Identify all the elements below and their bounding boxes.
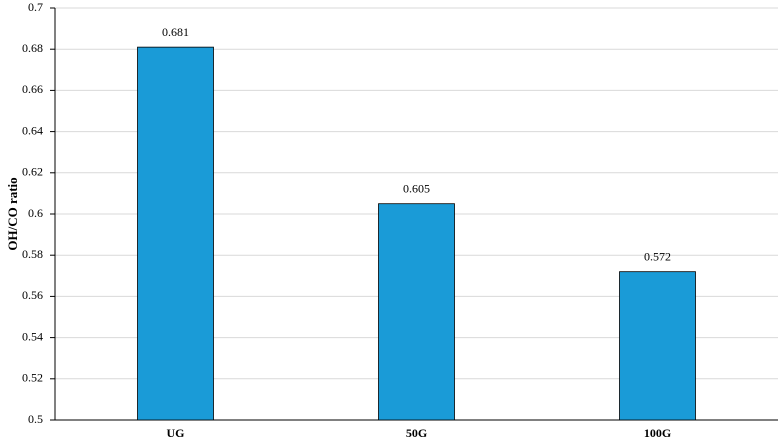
y-tick-label: 0.66 bbox=[22, 82, 43, 96]
x-tick-label: 50G bbox=[406, 426, 427, 440]
data-label: 0.681 bbox=[162, 25, 189, 39]
y-axis-label: OH/CO ratio bbox=[5, 177, 20, 250]
y-tick-label: 0.52 bbox=[22, 371, 43, 385]
data-label: 0.605 bbox=[403, 181, 430, 195]
y-tick-label: 0.6 bbox=[28, 206, 43, 220]
y-tick-label: 0.54 bbox=[22, 329, 43, 343]
y-tick-label: 0.58 bbox=[22, 247, 43, 261]
x-tick-label: UG bbox=[167, 426, 185, 440]
y-tick-label: 0.62 bbox=[22, 165, 43, 179]
y-tick-label: 0.68 bbox=[22, 41, 43, 55]
y-tick-label: 0.64 bbox=[22, 123, 43, 137]
bar bbox=[378, 203, 455, 421]
y-tick-label: 0.56 bbox=[22, 288, 43, 302]
x-tick-label: 100G bbox=[644, 426, 671, 440]
data-label: 0.572 bbox=[644, 249, 671, 263]
y-tick-label: 0.5 bbox=[28, 412, 43, 426]
y-tick-label: 0.7 bbox=[28, 0, 43, 14]
bar bbox=[137, 46, 214, 421]
bar bbox=[619, 271, 696, 421]
